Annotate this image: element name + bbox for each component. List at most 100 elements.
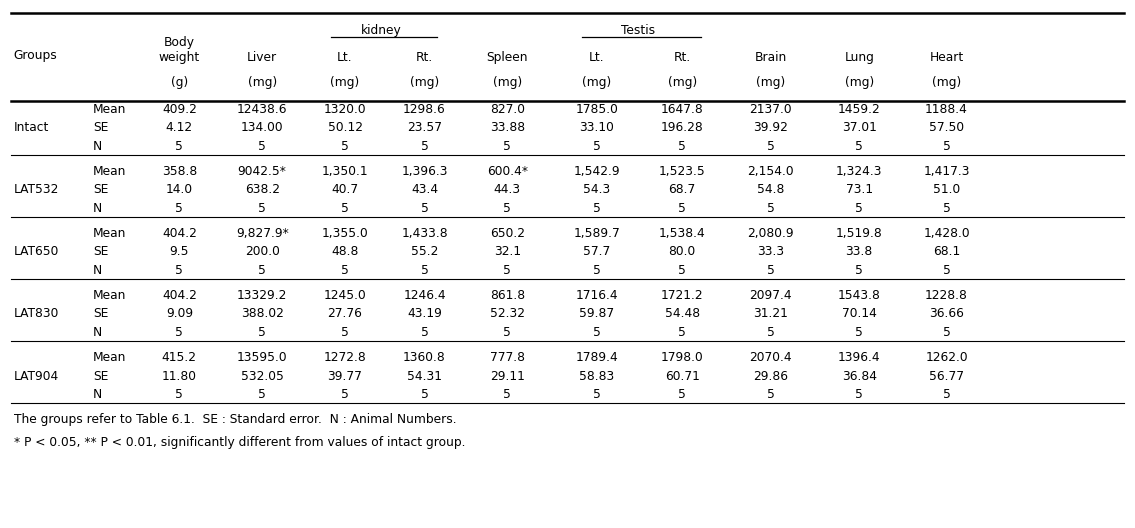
- Text: 5: 5: [259, 264, 266, 277]
- Text: LAT904: LAT904: [14, 370, 59, 382]
- Text: 1246.4: 1246.4: [403, 289, 446, 301]
- Text: 1,523.5: 1,523.5: [658, 165, 706, 177]
- Text: 5: 5: [342, 202, 348, 215]
- Text: 11.80: 11.80: [162, 370, 196, 382]
- Text: 54.31: 54.31: [407, 370, 442, 382]
- Text: 5: 5: [259, 326, 266, 339]
- Text: Body
weight: Body weight: [159, 36, 200, 64]
- Text: kidney: kidney: [361, 24, 402, 37]
- Text: 80.0: 80.0: [669, 246, 696, 258]
- Text: LAT650: LAT650: [14, 246, 59, 258]
- Text: 5: 5: [943, 202, 950, 215]
- Text: 5: 5: [856, 264, 863, 277]
- Text: 358.8: 358.8: [161, 165, 197, 177]
- Text: Testis: Testis: [621, 24, 655, 37]
- Text: 5: 5: [594, 140, 600, 153]
- Text: 5: 5: [856, 388, 863, 401]
- Text: 32.1: 32.1: [494, 246, 521, 258]
- Text: 5: 5: [176, 388, 183, 401]
- Text: 2137.0: 2137.0: [749, 102, 792, 116]
- Text: 5: 5: [259, 140, 266, 153]
- Text: * P < 0.05, ** P < 0.01, significantly different from values of intact group.: * P < 0.05, ** P < 0.01, significantly d…: [14, 437, 465, 449]
- Text: 70.14: 70.14: [842, 307, 876, 320]
- Text: 27.76: 27.76: [328, 307, 362, 320]
- Text: 1228.8: 1228.8: [925, 289, 968, 301]
- Text: (mg): (mg): [582, 76, 612, 89]
- Text: N: N: [93, 326, 102, 339]
- Text: Rt.: Rt.: [673, 51, 691, 64]
- Text: 5: 5: [594, 388, 600, 401]
- Text: 777.8: 777.8: [490, 351, 524, 364]
- Text: 1245.0: 1245.0: [323, 289, 367, 301]
- Text: 5: 5: [594, 326, 600, 339]
- Text: 39.77: 39.77: [328, 370, 362, 382]
- Text: 5: 5: [342, 140, 348, 153]
- Text: 13595.0: 13595.0: [237, 351, 287, 364]
- Text: 5: 5: [342, 388, 348, 401]
- Text: SE: SE: [93, 370, 109, 382]
- Text: 13329.2: 13329.2: [237, 289, 287, 301]
- Text: (mg): (mg): [932, 76, 961, 89]
- Text: 54.48: 54.48: [665, 307, 699, 320]
- Text: 5: 5: [421, 326, 428, 339]
- Text: 5: 5: [504, 140, 511, 153]
- Text: 33.88: 33.88: [490, 121, 524, 134]
- Text: 5: 5: [342, 326, 348, 339]
- Text: 1,519.8: 1,519.8: [835, 227, 883, 240]
- Text: 2,154.0: 2,154.0: [747, 165, 794, 177]
- Text: Brain: Brain: [755, 51, 787, 64]
- Text: 1543.8: 1543.8: [838, 289, 881, 301]
- Text: (mg): (mg): [844, 76, 874, 89]
- Text: N: N: [93, 140, 102, 153]
- Text: 5: 5: [176, 326, 183, 339]
- Text: 40.7: 40.7: [331, 183, 359, 196]
- Text: 33.8: 33.8: [846, 246, 873, 258]
- Text: 37.01: 37.01: [842, 121, 876, 134]
- Text: N: N: [93, 388, 102, 401]
- Text: Mean: Mean: [93, 289, 126, 301]
- Text: 29.86: 29.86: [754, 370, 788, 382]
- Text: The groups refer to Table 6.1.  SE : Standard error.  N : Animal Numbers.: The groups refer to Table 6.1. SE : Stan…: [14, 413, 456, 426]
- Text: 5: 5: [679, 140, 686, 153]
- Text: 43.19: 43.19: [407, 307, 442, 320]
- Text: 5: 5: [504, 202, 511, 215]
- Text: 5: 5: [856, 140, 863, 153]
- Text: 1272.8: 1272.8: [323, 351, 367, 364]
- Text: N: N: [93, 202, 102, 215]
- Text: 4.12: 4.12: [166, 121, 193, 134]
- Text: 5: 5: [943, 140, 950, 153]
- Text: 57.7: 57.7: [583, 246, 611, 258]
- Text: Spleen: Spleen: [487, 51, 528, 64]
- Text: 5: 5: [421, 264, 428, 277]
- Text: 1188.4: 1188.4: [925, 102, 968, 116]
- Text: 861.8: 861.8: [490, 289, 524, 301]
- Text: 5: 5: [943, 326, 950, 339]
- Text: 196.28: 196.28: [661, 121, 704, 134]
- Text: Rt.: Rt.: [415, 51, 434, 64]
- Text: 2070.4: 2070.4: [749, 351, 792, 364]
- Text: 14.0: 14.0: [166, 183, 193, 196]
- Text: 68.7: 68.7: [669, 183, 696, 196]
- Text: 5: 5: [421, 202, 428, 215]
- Text: 415.2: 415.2: [162, 351, 196, 364]
- Text: SE: SE: [93, 307, 109, 320]
- Text: 44.3: 44.3: [494, 183, 521, 196]
- Text: 23.57: 23.57: [407, 121, 442, 134]
- Text: 1785.0: 1785.0: [575, 102, 619, 116]
- Text: Intact: Intact: [14, 121, 49, 134]
- Text: 5: 5: [259, 202, 266, 215]
- Text: Mean: Mean: [93, 227, 126, 240]
- Text: 57.50: 57.50: [930, 121, 964, 134]
- Text: 532.05: 532.05: [241, 370, 284, 382]
- Text: 36.66: 36.66: [930, 307, 964, 320]
- Text: 1798.0: 1798.0: [661, 351, 704, 364]
- Text: 50.12: 50.12: [328, 121, 362, 134]
- Text: 48.8: 48.8: [331, 246, 359, 258]
- Text: 200.0: 200.0: [245, 246, 279, 258]
- Text: 5: 5: [176, 140, 183, 153]
- Text: 1360.8: 1360.8: [403, 351, 446, 364]
- Text: 1,538.4: 1,538.4: [658, 227, 706, 240]
- Text: 5: 5: [856, 326, 863, 339]
- Text: 59.87: 59.87: [580, 307, 614, 320]
- Text: 5: 5: [421, 388, 428, 401]
